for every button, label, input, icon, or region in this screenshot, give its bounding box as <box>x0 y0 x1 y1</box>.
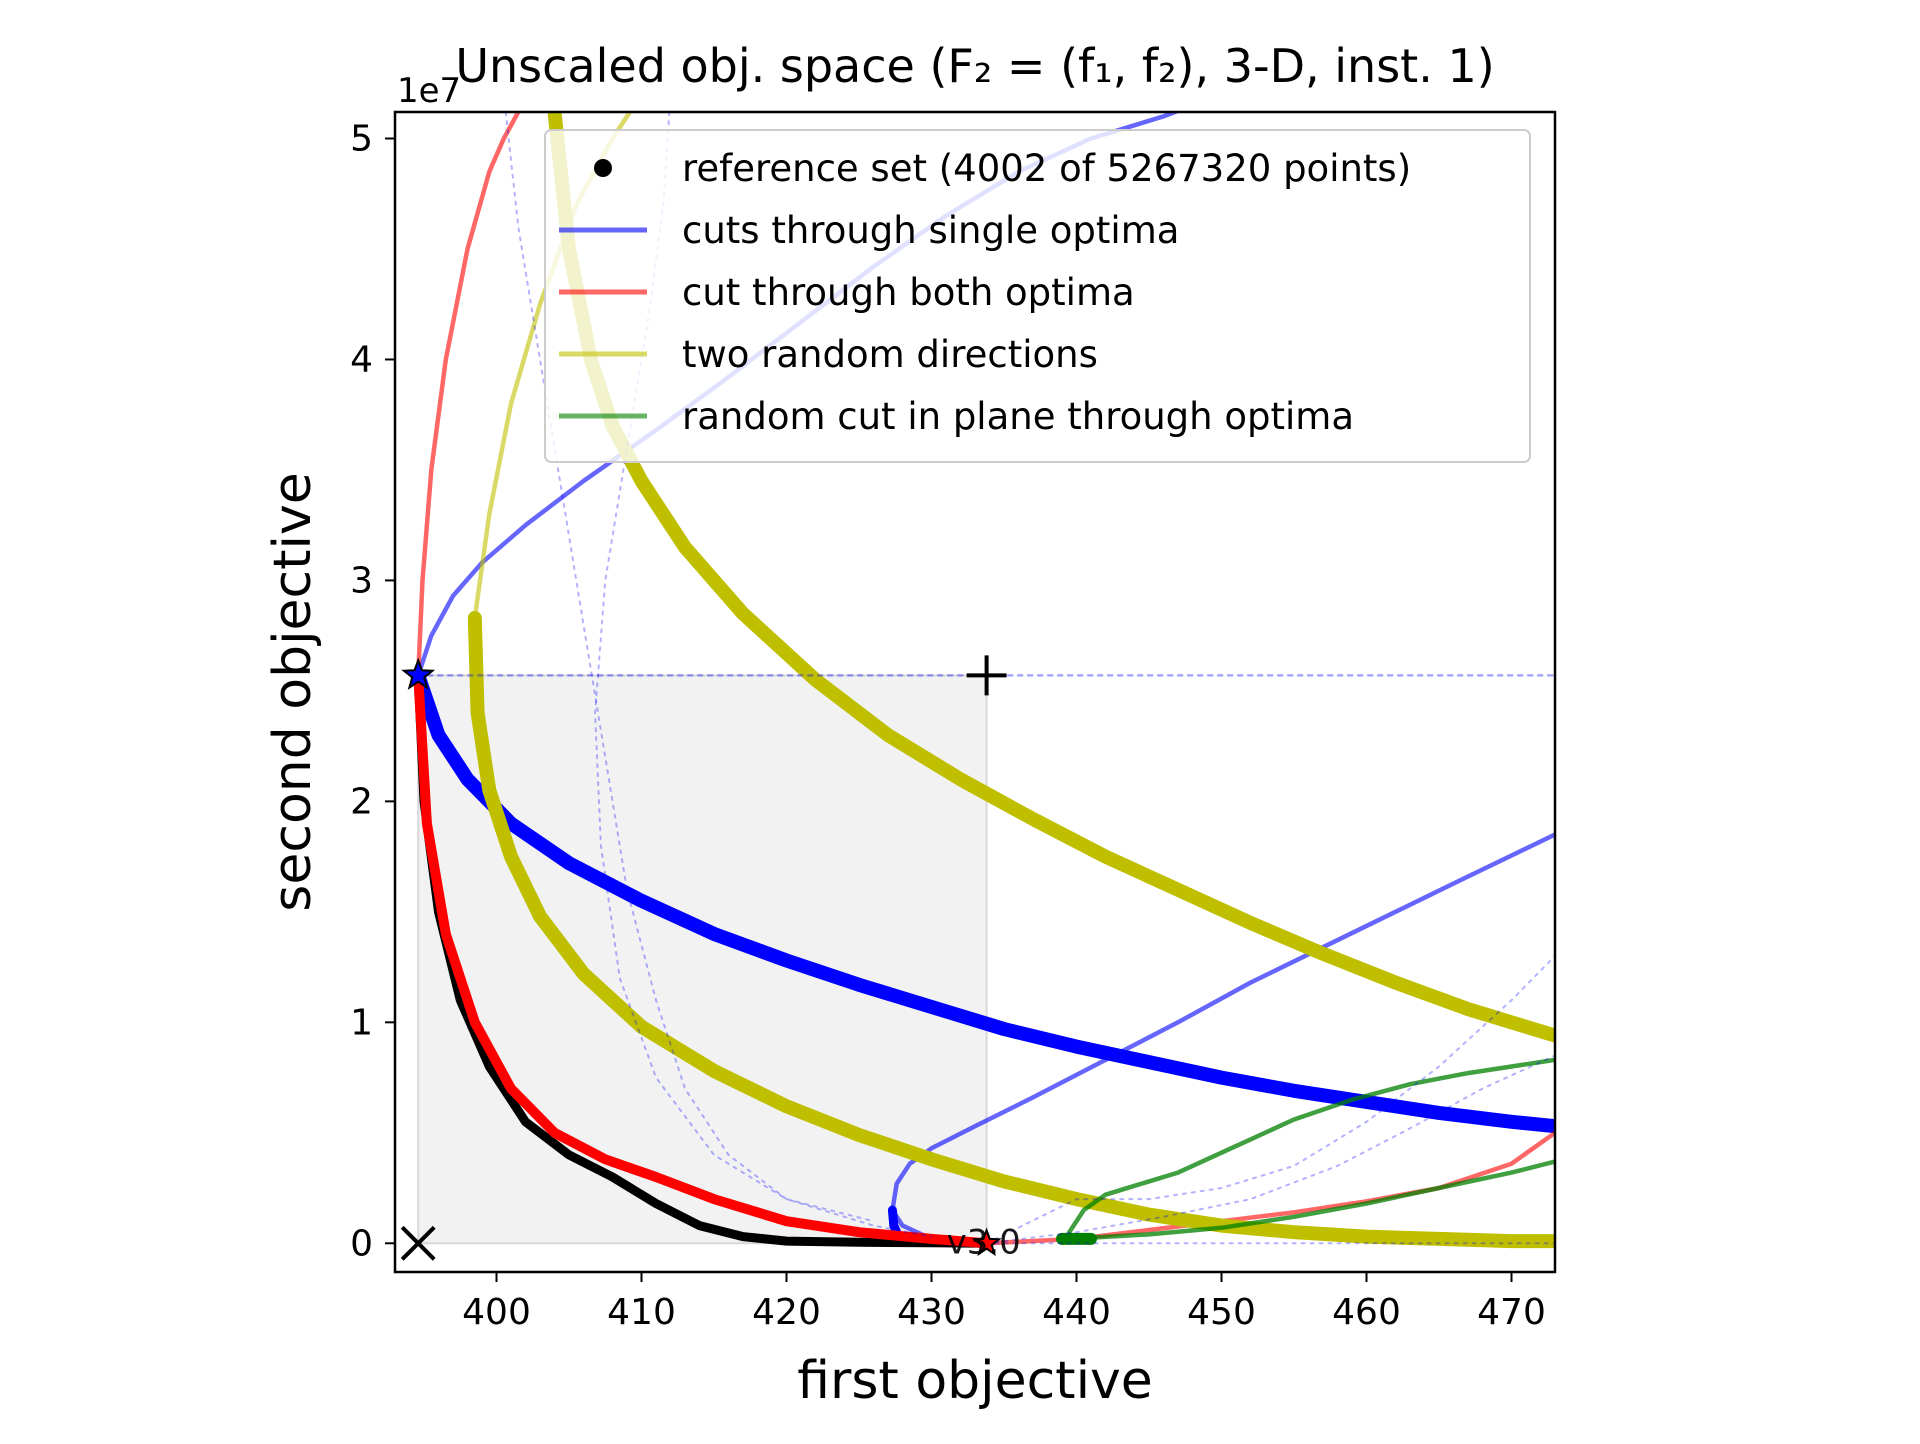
x-axis-label: first objective <box>797 1351 1153 1411</box>
nadir-plus-marker <box>966 655 1007 696</box>
y-tick-label-2: 2 <box>350 781 373 822</box>
ideal-x-marker <box>400 1225 436 1261</box>
series-line-12 <box>1067 1159 1555 1242</box>
x-tick-label-1: 410 <box>607 1292 676 1333</box>
x-tick-label-2: 420 <box>752 1292 821 1333</box>
x-tick-label-4: 440 <box>1042 1292 1111 1333</box>
legend-label-1: cuts through single optima <box>682 209 1179 252</box>
y-tick-label-0: 0 <box>350 1223 373 1264</box>
y-axis-label: second objective <box>263 472 323 911</box>
y-offset-label: 1e7 <box>397 71 461 111</box>
x-tick-label-7: 470 <box>1477 1292 1546 1333</box>
legend-label-2: cut through both optima <box>682 271 1135 314</box>
legend-box <box>544 129 1531 463</box>
optimum-1-star <box>401 657 436 690</box>
series-line-11 <box>1067 1057 1555 1235</box>
series-line-8 <box>467 611 1555 1249</box>
series-line-16 <box>594 112 875 1223</box>
legend-label-0: reference set (4002 of 5267320 points) <box>682 147 1411 190</box>
legend-label-4: random cut in plane through optima <box>682 395 1354 438</box>
y-tick-label-5: 5 <box>350 119 373 160</box>
x-tick-label-0: 400 <box>462 1292 531 1333</box>
legend-label-3: two random directions <box>682 333 1098 376</box>
y-tick-label-1: 1 <box>350 1002 373 1043</box>
series-line-18 <box>985 1054 1555 1245</box>
dominated-region <box>417 674 988 1245</box>
legend: reference set (4002 of 5267320 points) cu… <box>544 129 1531 463</box>
optimum-2-star <box>971 1227 1002 1257</box>
y-tick-label-4: 4 <box>350 339 373 380</box>
series-line-5 <box>413 670 992 1249</box>
series-line-1 <box>411 668 1555 1134</box>
annotation-0: v3.0 <box>947 1222 1021 1262</box>
y-tick-label-3: 3 <box>350 560 373 601</box>
series-line-15 <box>504 112 933 1238</box>
series-line-6 <box>415 112 522 678</box>
x-tick-label-3: 430 <box>897 1292 966 1333</box>
x-tick-label-5: 450 <box>1187 1292 1256 1333</box>
x-tick-label-6: 460 <box>1332 1292 1401 1333</box>
chart-title: Unscaled obj. space (F₂ = (f₁, f₂), 3-D,… <box>455 39 1494 93</box>
series-line-4 <box>887 1205 902 1237</box>
legend-marker-0 <box>594 159 612 177</box>
axes-frame <box>393 110 1557 1274</box>
y-axis: 0 1 2 3 4 5 <box>350 119 395 1264</box>
x-axis: 400 410 420 430 440 450 460 470 <box>462 1272 1546 1333</box>
